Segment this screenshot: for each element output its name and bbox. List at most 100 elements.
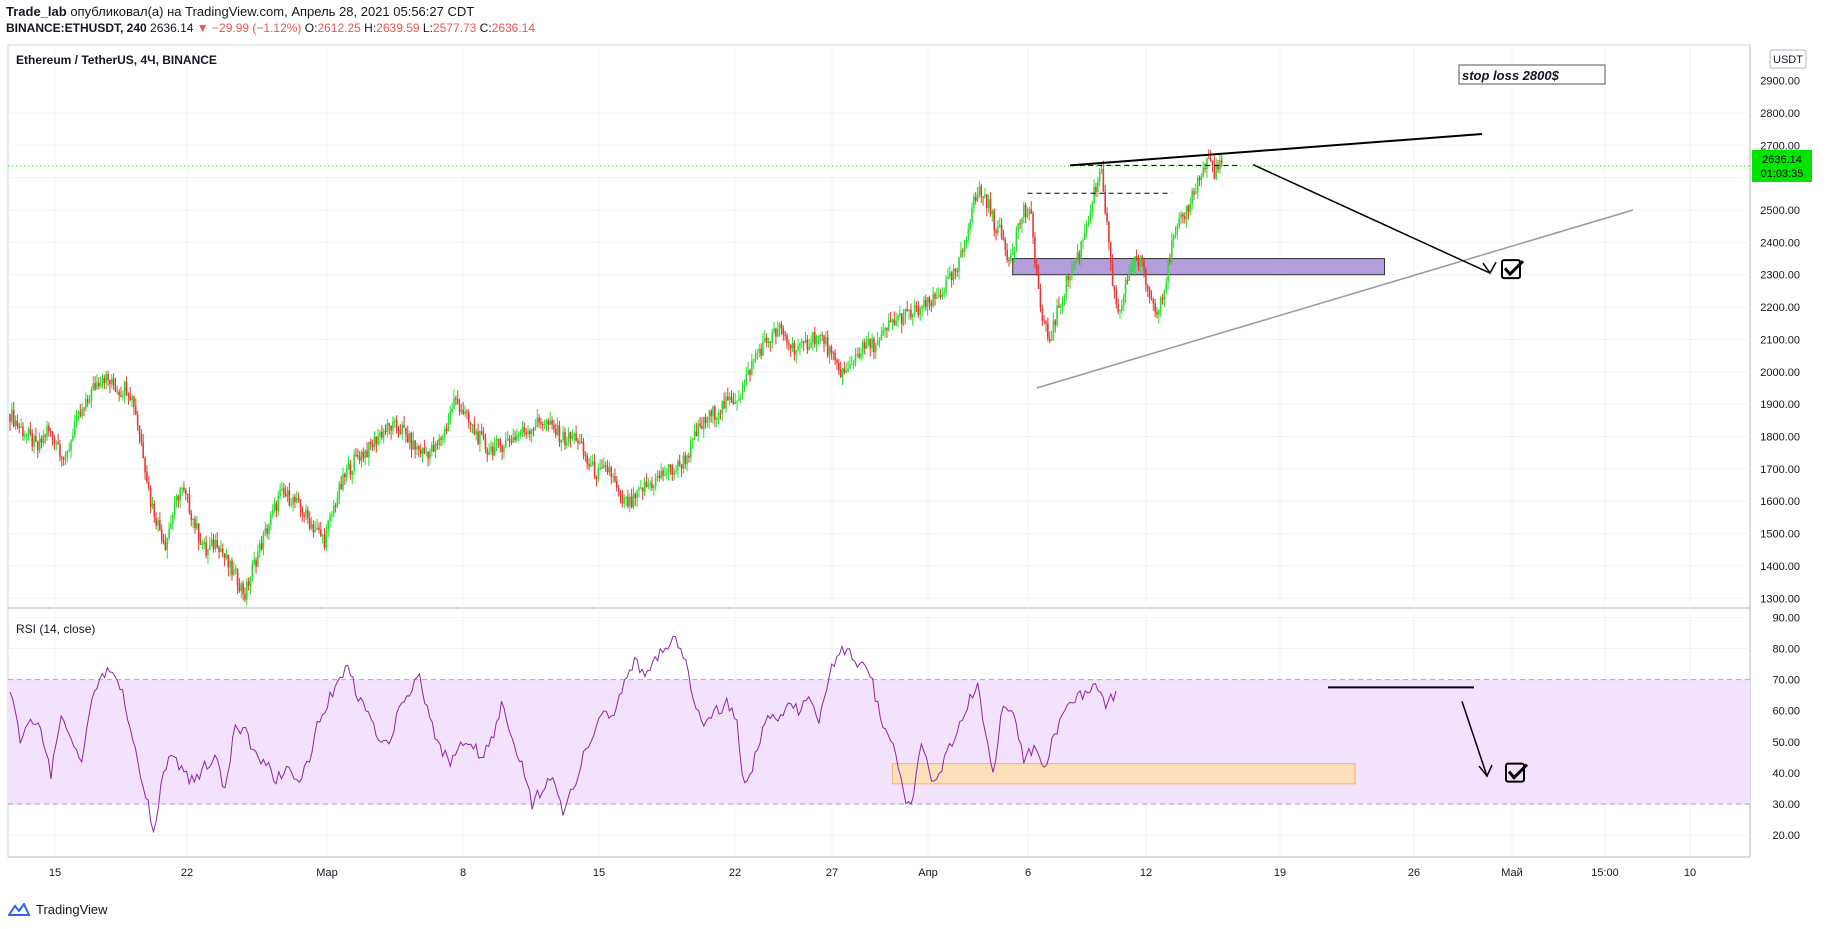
candle-body (492, 446, 494, 456)
candle-body (993, 210, 995, 231)
candle-body (399, 432, 402, 435)
candle-body (225, 554, 228, 558)
candle-body (486, 449, 489, 455)
rsi-axis-labels[interactable]: 20.00 30.00 40.00 50.00 60.00 70.00 80.00 90.00 (1772, 612, 1800, 842)
candle-body (823, 335, 825, 344)
candle-body (397, 429, 400, 433)
rsi-line (9, 635, 1117, 834)
candle-body (316, 527, 318, 531)
candle-body (665, 472, 668, 475)
rsi-tick-label: 60.00 (1772, 706, 1800, 718)
candle-body (1087, 221, 1090, 224)
high-value: 2639.59 (376, 21, 420, 35)
candle-body (978, 186, 981, 195)
candle-body (1010, 255, 1012, 261)
chart-svg[interactable]: 1300.00 1400.00 1500.00 1600.00 1700.00 1800.… (0, 42, 1828, 897)
candle-body (899, 313, 901, 316)
candle-body (318, 527, 320, 530)
candle-body (950, 272, 953, 281)
candle-body (553, 424, 555, 429)
candle-body (1220, 160, 1223, 163)
candle-body (1056, 305, 1058, 325)
candle-body (98, 382, 100, 386)
candle-body (303, 514, 305, 517)
price-support-zone[interactable] (891, 258, 1386, 785)
chart-frame[interactable]: 1300.00 1400.00 1500.00 1600.00 1700.00 1800.… (0, 42, 1828, 897)
candle-body (146, 472, 148, 482)
candle-body (86, 399, 89, 403)
checkbox-icon (1501, 259, 1521, 280)
candle-body (812, 332, 814, 343)
candle-body (381, 431, 383, 438)
price-tick-label: 1400.00 (1760, 561, 1800, 573)
candle-body (151, 503, 154, 507)
stop-loss-box[interactable] (1458, 64, 1606, 85)
candle-body (1154, 303, 1156, 313)
candle-body (493, 445, 496, 456)
candle-body (917, 306, 920, 316)
candle-body (627, 496, 629, 507)
candle-body (220, 548, 222, 552)
candle-body (257, 552, 259, 567)
candle-body (538, 417, 540, 422)
candle-body (503, 446, 505, 452)
candle-body (314, 530, 317, 533)
time-tick-label: 8 (460, 867, 466, 879)
candle-body (1165, 282, 1168, 291)
price-support-zone-rect (1012, 258, 1386, 276)
candle-body (418, 446, 420, 450)
candle-body (952, 268, 955, 281)
time-tick-label: Мар (316, 867, 338, 879)
candle-body (969, 222, 971, 229)
candle-body (575, 433, 577, 441)
candle-body (323, 535, 326, 548)
candle-body (806, 339, 809, 350)
candle-body (998, 224, 1001, 227)
author-name[interactable]: Trade_lab (6, 4, 67, 19)
candle-body (1148, 289, 1151, 298)
candle-body (190, 512, 193, 521)
candle-body (562, 431, 564, 440)
candle-body (1134, 256, 1136, 268)
candle-body (1196, 178, 1199, 193)
price-tick-label: 2800.00 (1760, 108, 1800, 120)
candle-body (329, 515, 331, 522)
candle-body (852, 364, 855, 366)
drawings[interactable] (1027, 132, 1634, 783)
candle-body (1191, 190, 1193, 204)
candle-body (1152, 299, 1155, 304)
last-price-tag: 2636.14 01:03:35 (1752, 149, 1812, 182)
candle-body (412, 440, 415, 450)
candle-body (836, 360, 838, 363)
candle-body (582, 442, 585, 455)
candle-body (408, 432, 411, 443)
candle-body (290, 504, 292, 506)
currency-badge[interactable] (1769, 49, 1807, 69)
candle-body (1158, 309, 1160, 315)
candle-body (46, 425, 48, 437)
candle-body (1026, 214, 1029, 217)
candle-body (133, 396, 135, 407)
candle-body (1017, 223, 1020, 231)
candle-body (403, 424, 405, 428)
footer-brand[interactable]: TradingView (8, 902, 108, 917)
candle-body (712, 406, 714, 416)
candle-body (671, 466, 674, 475)
candle-body (466, 411, 468, 413)
candle-body (536, 417, 539, 427)
candle-body (1104, 191, 1106, 214)
candle-body (294, 496, 296, 502)
candle-body (209, 545, 211, 550)
candle-body (451, 409, 453, 412)
candle-body (1185, 205, 1188, 219)
candle-body (719, 412, 722, 414)
candle-body (131, 396, 133, 401)
candle-body (288, 490, 291, 506)
candle-body (194, 518, 196, 529)
candle-body (81, 408, 83, 417)
candle-body (958, 257, 960, 272)
candle-body (120, 395, 122, 397)
time-axis-labels[interactable]: 15 22 Мар 8 15 22 27 Апр 6 12 19 26 Май 15:00 10 (49, 867, 1696, 879)
price-axis-labels[interactable]: 1300.00 1400.00 1500.00 1600.00 1700.00 1800.… (1760, 76, 1800, 606)
price-tick-label: 2200.00 (1760, 302, 1800, 314)
